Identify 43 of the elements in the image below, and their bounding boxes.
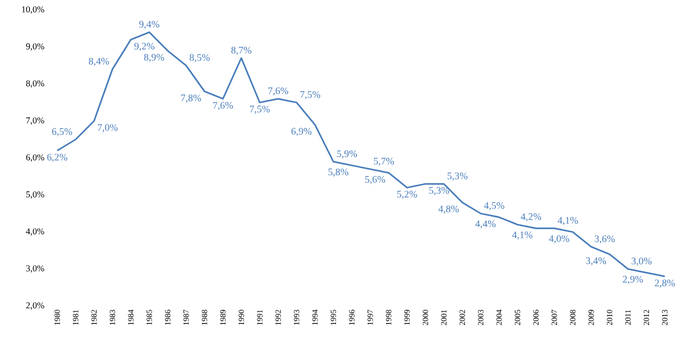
data-label: 2,8% — [654, 280, 675, 288]
data-label: 7,8% — [181, 94, 201, 103]
data-label: 3,0% — [632, 258, 652, 266]
data-label: 3,4% — [586, 257, 606, 266]
data-label: 8,4% — [88, 58, 109, 66]
data-label: 7,5% — [250, 106, 270, 114]
y-tick-label: 5,0% — [26, 191, 44, 199]
y-tick-label: 3,0% — [26, 265, 44, 273]
data-label: 4,5% — [484, 202, 504, 210]
data-label: 6,9% — [291, 128, 312, 136]
data-label: 9,2% — [134, 42, 154, 51]
data-label: 4,4% — [475, 220, 496, 229]
data-label: 5,7% — [374, 158, 394, 166]
data-label: 4,0% — [548, 235, 570, 244]
y-tick-label: 7,0% — [26, 117, 44, 125]
data-label: 7,6% — [213, 102, 233, 110]
data-label: 5,9% — [337, 150, 357, 159]
data-label: 4,1% — [512, 231, 532, 240]
data-label: 4,1% — [558, 216, 578, 226]
data-label: 7,6% — [268, 87, 288, 96]
data-label: 4,8% — [438, 206, 459, 214]
data-label: 6,5% — [52, 128, 72, 136]
data-label: 5,3% — [429, 187, 450, 196]
data-label: 8,7% — [231, 46, 252, 55]
y-tick-label: 9,0% — [26, 43, 44, 51]
y-tick-label: 6,0% — [26, 154, 44, 162]
data-label: 7,0% — [98, 124, 118, 132]
data-label: 6,2% — [47, 154, 68, 162]
data-label: 8,5% — [190, 54, 210, 62]
data-label: 5,3% — [448, 172, 468, 181]
data-label: 9,4% — [139, 20, 160, 30]
y-tick-label: 4,0% — [26, 228, 44, 236]
y-tick-label: 8,0% — [26, 80, 44, 88]
data-label: 5,8% — [328, 168, 348, 177]
data-label: 5,2% — [397, 190, 418, 199]
data-label: 3,6% — [594, 235, 615, 244]
data-label: 5,6% — [365, 176, 386, 184]
data-label: 2,9% — [622, 276, 643, 284]
data-label: 7,5% — [300, 91, 320, 100]
data-label: 8,9% — [144, 54, 164, 62]
data-label: 4,2% — [520, 213, 542, 222]
y-tick-label: 2,0% — [26, 302, 44, 310]
y-tick-label: 10,0% — [22, 6, 44, 14]
